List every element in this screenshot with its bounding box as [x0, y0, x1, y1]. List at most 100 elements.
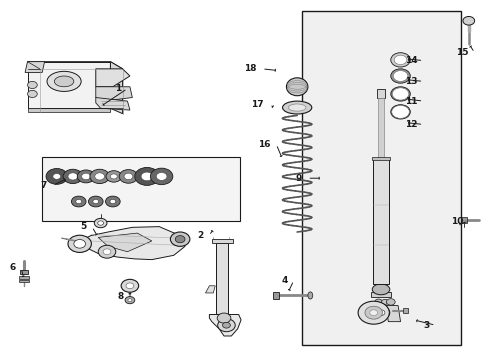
Circle shape — [364, 306, 382, 319]
Polygon shape — [216, 243, 227, 315]
Circle shape — [369, 310, 377, 316]
Bar — [461, 217, 467, 223]
Circle shape — [27, 90, 37, 98]
Circle shape — [94, 219, 107, 228]
Circle shape — [374, 299, 382, 305]
Circle shape — [81, 173, 90, 180]
Circle shape — [71, 196, 86, 207]
Circle shape — [462, 17, 474, 25]
Circle shape — [381, 300, 387, 305]
Polygon shape — [75, 226, 184, 260]
Bar — [371, 157, 389, 160]
Circle shape — [371, 306, 389, 319]
Polygon shape — [211, 239, 232, 243]
Circle shape — [68, 235, 91, 252]
Circle shape — [170, 232, 189, 246]
Circle shape — [126, 283, 134, 289]
Circle shape — [74, 239, 85, 248]
Polygon shape — [27, 62, 110, 108]
Polygon shape — [110, 62, 122, 114]
Circle shape — [125, 297, 135, 304]
Ellipse shape — [307, 292, 312, 299]
Polygon shape — [385, 306, 400, 321]
Circle shape — [390, 69, 409, 83]
Text: 1: 1 — [115, 84, 122, 93]
Circle shape — [119, 170, 138, 183]
Ellipse shape — [54, 76, 74, 87]
Polygon shape — [205, 286, 215, 293]
Polygon shape — [96, 98, 130, 110]
Text: 15: 15 — [455, 48, 468, 57]
Circle shape — [27, 81, 37, 89]
Bar — [272, 292, 278, 299]
Circle shape — [150, 168, 172, 185]
Circle shape — [391, 105, 408, 118]
Bar — [377, 98, 383, 158]
Text: 13: 13 — [404, 77, 417, 86]
Text: 18: 18 — [243, 64, 256, 73]
Circle shape — [98, 245, 116, 258]
Polygon shape — [98, 233, 152, 252]
Circle shape — [88, 196, 103, 207]
Circle shape — [110, 199, 116, 204]
Polygon shape — [27, 108, 110, 112]
Text: 5: 5 — [80, 222, 86, 231]
Circle shape — [135, 167, 159, 185]
Polygon shape — [96, 69, 130, 87]
Circle shape — [392, 71, 407, 81]
Circle shape — [63, 169, 82, 184]
Bar — [19, 280, 29, 282]
Text: 8: 8 — [118, 292, 124, 301]
Circle shape — [121, 279, 139, 292]
Bar — [19, 276, 29, 279]
Ellipse shape — [288, 104, 305, 111]
Circle shape — [175, 235, 184, 243]
Circle shape — [105, 196, 120, 207]
Circle shape — [53, 174, 61, 179]
Polygon shape — [27, 62, 122, 69]
Text: 6: 6 — [9, 264, 15, 273]
Bar — [370, 292, 390, 297]
Text: 11: 11 — [404, 96, 417, 105]
Circle shape — [391, 88, 408, 100]
Bar — [372, 158, 388, 284]
Ellipse shape — [371, 284, 389, 295]
Ellipse shape — [282, 101, 311, 114]
Circle shape — [90, 169, 109, 184]
Circle shape — [103, 249, 111, 255]
Text: 10: 10 — [449, 217, 462, 226]
Bar — [20, 270, 28, 274]
Circle shape — [46, 168, 67, 184]
Circle shape — [386, 299, 394, 305]
Polygon shape — [25, 62, 44, 72]
Circle shape — [77, 170, 95, 183]
Circle shape — [217, 319, 235, 332]
Circle shape — [390, 87, 409, 101]
Circle shape — [68, 173, 78, 180]
Text: 3: 3 — [423, 321, 429, 330]
Circle shape — [106, 171, 122, 182]
Circle shape — [141, 172, 153, 181]
Ellipse shape — [47, 71, 81, 91]
Circle shape — [390, 53, 409, 67]
Text: 12: 12 — [404, 120, 417, 129]
Circle shape — [376, 310, 384, 316]
Bar — [403, 309, 407, 314]
Circle shape — [124, 173, 133, 180]
Circle shape — [95, 173, 104, 180]
Text: 9: 9 — [295, 174, 301, 183]
Circle shape — [110, 174, 117, 179]
Circle shape — [156, 172, 166, 180]
Text: 17: 17 — [250, 100, 263, 109]
Text: 2: 2 — [196, 231, 203, 240]
Polygon shape — [209, 315, 241, 336]
Text: 14: 14 — [404, 56, 417, 65]
Bar — [42, 157, 239, 221]
Bar — [376, 89, 384, 98]
Ellipse shape — [286, 78, 307, 96]
Text: 4: 4 — [281, 276, 287, 285]
Circle shape — [393, 55, 406, 64]
Text: 7: 7 — [41, 181, 47, 190]
Circle shape — [76, 199, 81, 204]
Text: 16: 16 — [257, 140, 270, 149]
